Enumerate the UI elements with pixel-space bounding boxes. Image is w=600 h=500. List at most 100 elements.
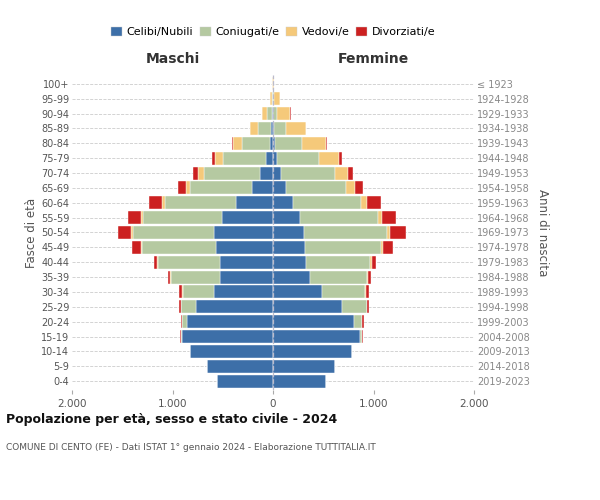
Bar: [274, 122, 286, 135]
Bar: [273, 122, 274, 135]
Bar: [306, 256, 370, 269]
Bar: [272, 92, 273, 106]
Bar: [362, 315, 364, 328]
Bar: [212, 152, 215, 164]
Bar: [242, 137, 270, 150]
Bar: [274, 92, 280, 106]
Bar: [319, 152, 340, 164]
Bar: [187, 315, 273, 328]
Bar: [142, 241, 216, 254]
Bar: [367, 270, 368, 283]
Bar: [268, 107, 272, 120]
Bar: [223, 152, 266, 164]
Bar: [170, 270, 172, 283]
Bar: [179, 286, 182, 298]
Bar: [326, 137, 327, 150]
Bar: [273, 196, 293, 209]
Bar: [273, 345, 352, 358]
Bar: [271, 122, 273, 135]
Bar: [203, 166, 260, 179]
Text: COMUNE DI CENTO (FE) - Dati ISTAT 1° gennaio 2024 - Elaborazione TUTTITALIA.IT: COMUNE DI CENTO (FE) - Dati ISTAT 1° gen…: [6, 442, 376, 452]
Bar: [281, 166, 335, 179]
Bar: [259, 122, 271, 135]
Bar: [386, 226, 389, 239]
Bar: [163, 196, 166, 209]
Bar: [262, 107, 268, 120]
Bar: [132, 241, 141, 254]
Bar: [222, 211, 273, 224]
Bar: [182, 330, 273, 343]
Bar: [273, 360, 335, 373]
Bar: [302, 137, 326, 150]
Bar: [340, 152, 342, 164]
Bar: [190, 182, 252, 194]
Bar: [346, 182, 355, 194]
Bar: [217, 374, 273, 388]
Bar: [190, 345, 273, 358]
Bar: [273, 374, 326, 388]
Text: Popolazione per età, sesso e stato civile - 2024: Popolazione per età, sesso e stato civil…: [6, 412, 337, 426]
Bar: [178, 182, 185, 194]
Bar: [367, 196, 380, 209]
Bar: [273, 270, 310, 283]
Bar: [270, 92, 272, 106]
Bar: [220, 270, 273, 283]
Bar: [273, 330, 361, 343]
Bar: [197, 166, 203, 179]
Bar: [169, 270, 170, 283]
Y-axis label: Anni di nascita: Anni di nascita: [536, 189, 549, 276]
Bar: [193, 166, 197, 179]
Bar: [286, 182, 346, 194]
Bar: [275, 137, 302, 150]
Bar: [220, 256, 273, 269]
Bar: [250, 122, 259, 135]
Bar: [322, 286, 365, 298]
Bar: [181, 300, 196, 314]
Bar: [366, 286, 369, 298]
Bar: [273, 315, 355, 328]
Bar: [273, 241, 305, 254]
Bar: [154, 256, 157, 269]
Bar: [214, 286, 273, 298]
Bar: [273, 166, 281, 179]
Bar: [273, 182, 286, 194]
Bar: [310, 270, 367, 283]
Bar: [273, 137, 275, 150]
Bar: [182, 315, 187, 328]
Bar: [181, 315, 182, 328]
Bar: [270, 137, 273, 150]
Bar: [355, 182, 364, 194]
Bar: [179, 300, 181, 314]
Bar: [335, 166, 349, 179]
Bar: [273, 226, 304, 239]
Bar: [182, 286, 214, 298]
Bar: [368, 270, 371, 283]
Bar: [361, 196, 367, 209]
Bar: [372, 256, 376, 269]
Bar: [277, 107, 290, 120]
Bar: [389, 226, 406, 239]
Bar: [304, 226, 386, 239]
Bar: [260, 166, 273, 179]
Bar: [232, 137, 233, 150]
Bar: [157, 256, 158, 269]
Bar: [133, 226, 214, 239]
Bar: [273, 78, 274, 90]
Bar: [273, 211, 300, 224]
Bar: [206, 360, 273, 373]
Bar: [142, 211, 143, 224]
Bar: [383, 241, 392, 254]
Bar: [181, 330, 182, 343]
Bar: [215, 152, 223, 164]
Bar: [343, 300, 367, 314]
Bar: [377, 211, 382, 224]
Bar: [236, 196, 273, 209]
Bar: [185, 182, 190, 194]
Bar: [273, 286, 322, 298]
Bar: [172, 270, 220, 283]
Bar: [286, 122, 306, 135]
Bar: [149, 196, 163, 209]
Bar: [233, 137, 242, 150]
Bar: [274, 107, 277, 120]
Bar: [300, 211, 377, 224]
